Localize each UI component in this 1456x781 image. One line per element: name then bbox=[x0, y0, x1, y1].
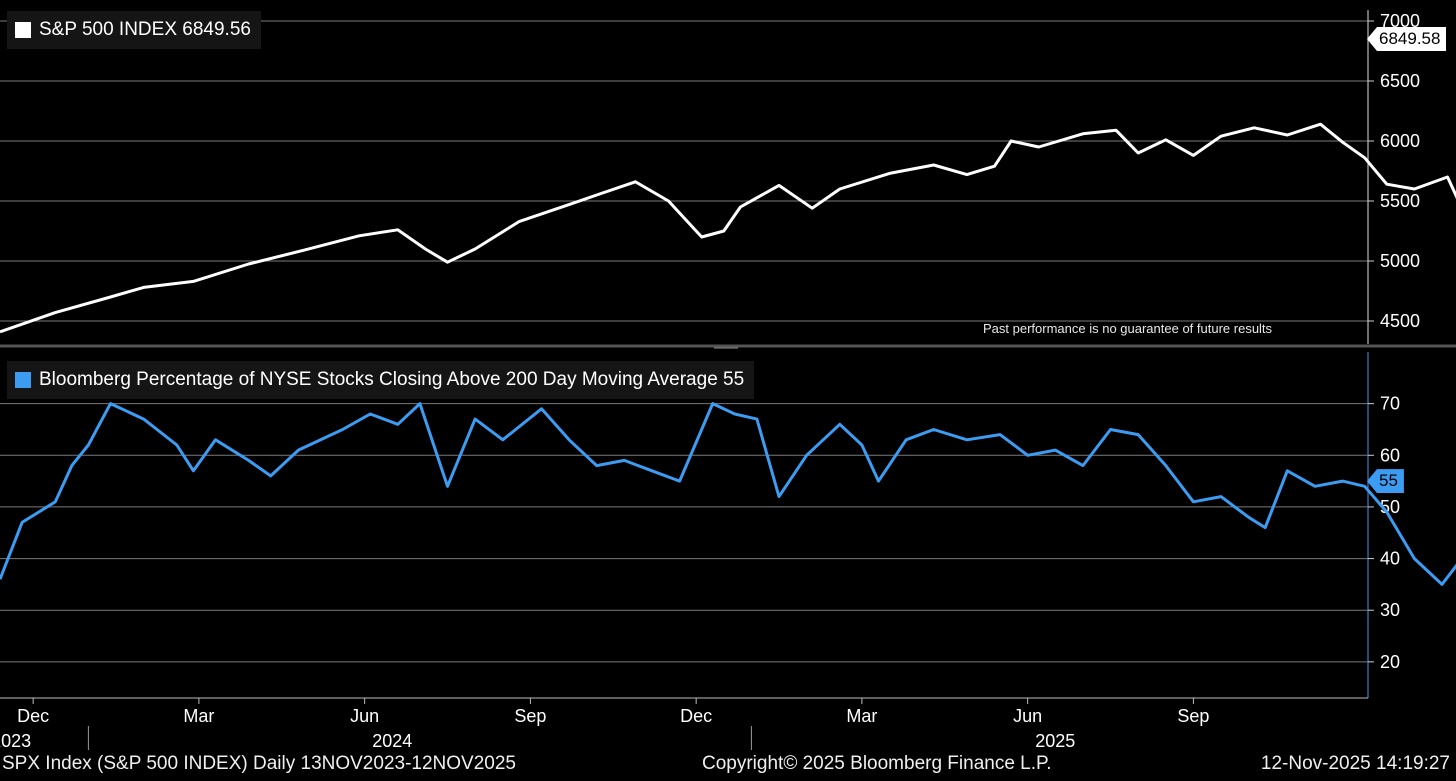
spx-price-line bbox=[0, 122, 1456, 334]
breadth-legend-label: Bloomberg Percentage of NYSE Stocks Clos… bbox=[39, 369, 745, 390]
breadth-y-tick-label: 20 bbox=[1380, 652, 1400, 672]
footer-copyright: Copyright© 2025 Bloomberg Finance L.P. bbox=[702, 753, 1052, 774]
spx-legend-label: S&P 500 INDEX 6849.56 bbox=[39, 19, 251, 40]
x-year-label: 2025 bbox=[1035, 731, 1075, 751]
upper-panel-gridlines bbox=[0, 20, 1368, 322]
breadth-y-tick-label: 60 bbox=[1380, 445, 1400, 465]
breadth-percentage-line bbox=[0, 402, 1456, 586]
x-month-label: Jun bbox=[350, 706, 379, 726]
spx-last-value-tag: 6849.58 bbox=[1367, 27, 1447, 52]
breadth-y-tick-label: 40 bbox=[1380, 549, 1400, 569]
spx-y-tick-label: 6500 bbox=[1380, 71, 1420, 91]
x-month-label: Sep bbox=[1177, 706, 1209, 726]
spx-y-tick-label: 5500 bbox=[1380, 191, 1420, 211]
spx-legend-swatch bbox=[15, 22, 31, 38]
breadth-legend[interactable]: Bloomberg Percentage of NYSE Stocks Clos… bbox=[7, 361, 755, 399]
x-month-label: Dec bbox=[680, 706, 712, 726]
x-year-label: 2024 bbox=[372, 731, 412, 751]
spx-y-tick-label: 5000 bbox=[1380, 251, 1420, 271]
footer-ticker-info: SPX Index (S&P 500 INDEX) Daily 13NOV202… bbox=[2, 753, 516, 774]
upper-y-ticks: 4500 5000 5500 6000 6500 7000 bbox=[1368, 11, 1420, 331]
lower-panel-gridlines bbox=[0, 403, 1368, 663]
breadth-y-tick-label: 70 bbox=[1380, 394, 1400, 414]
breadth-legend-swatch bbox=[15, 372, 31, 388]
breadth-last-value-tag: 55 bbox=[1367, 469, 1404, 494]
x-month-label: Mar bbox=[183, 706, 214, 726]
breadth-y-tick-label: 30 bbox=[1380, 600, 1400, 620]
x-month-label: Sep bbox=[514, 706, 546, 726]
spx-y-tick-label: 7000 bbox=[1380, 11, 1420, 31]
x-month-label: Jun bbox=[1013, 706, 1042, 726]
x-month-label: Dec bbox=[17, 706, 49, 726]
x-year-label: 2023 bbox=[0, 731, 31, 751]
spx-y-tick-label: 6000 bbox=[1380, 131, 1420, 151]
footer-timestamp: 12-Nov-2025 14:19:27 bbox=[1260, 753, 1450, 774]
spx-y-tick-label: 4500 bbox=[1380, 311, 1420, 331]
spx-legend[interactable]: S&P 500 INDEX 6849.56 bbox=[7, 11, 261, 49]
disclaimer-text: Past performance is no guarantee of futu… bbox=[983, 321, 1273, 336]
x-axis-ticks: Dec Mar Jun Sep Dec Mar Jun Sep 2023 2024 2025 bbox=[0, 698, 1209, 751]
x-month-label: Mar bbox=[846, 706, 877, 726]
